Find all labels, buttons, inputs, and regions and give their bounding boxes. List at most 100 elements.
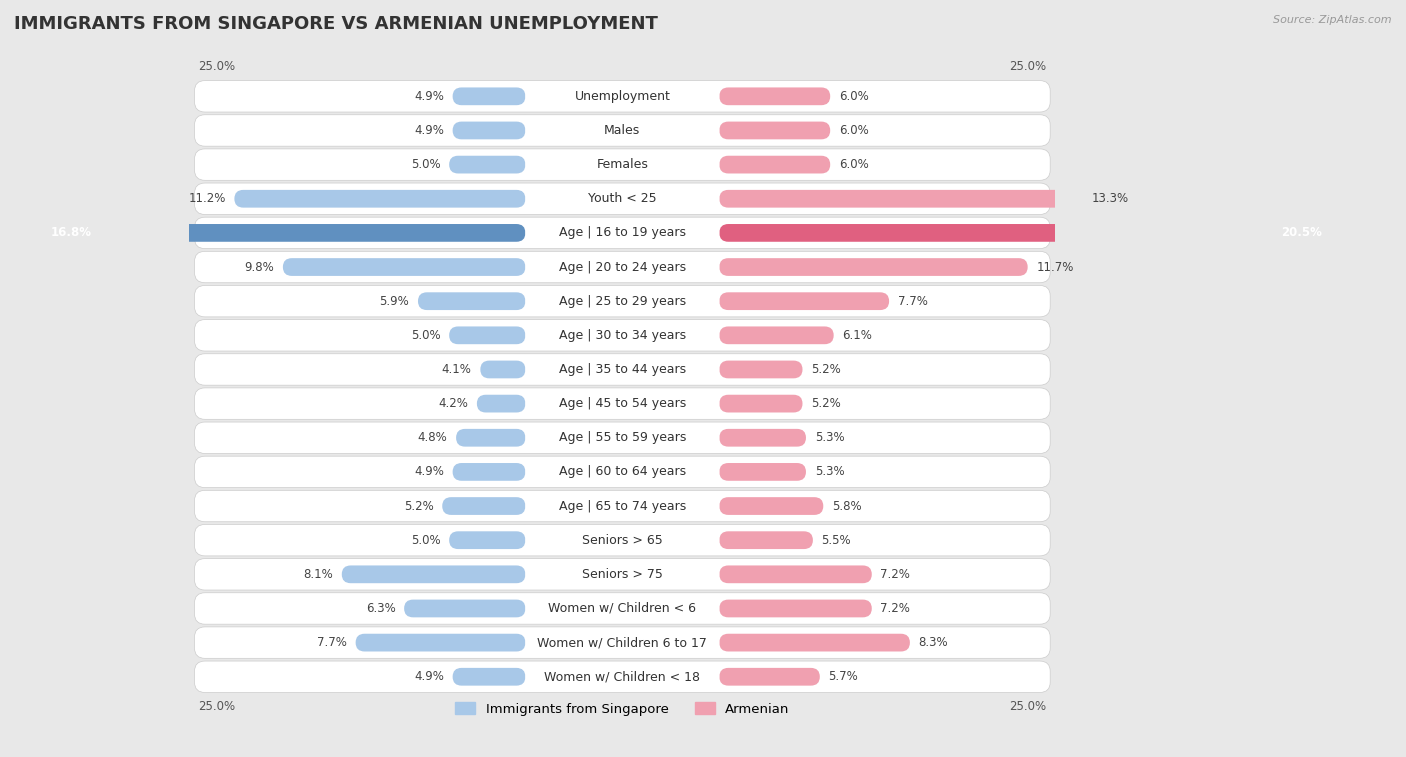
Text: Seniors > 75: Seniors > 75 <box>582 568 662 581</box>
Text: 7.7%: 7.7% <box>318 636 347 649</box>
Text: 6.0%: 6.0% <box>839 158 869 171</box>
FancyBboxPatch shape <box>283 258 526 276</box>
Text: 4.2%: 4.2% <box>439 397 468 410</box>
FancyBboxPatch shape <box>720 565 872 583</box>
FancyBboxPatch shape <box>194 183 1050 214</box>
FancyBboxPatch shape <box>453 88 526 105</box>
Text: Age | 35 to 44 years: Age | 35 to 44 years <box>558 363 686 376</box>
Text: 5.8%: 5.8% <box>832 500 862 512</box>
Text: 5.5%: 5.5% <box>821 534 851 547</box>
Text: 25.0%: 25.0% <box>1010 60 1046 73</box>
FancyBboxPatch shape <box>720 531 813 549</box>
Text: Age | 16 to 19 years: Age | 16 to 19 years <box>558 226 686 239</box>
Text: 5.2%: 5.2% <box>811 397 841 410</box>
FancyBboxPatch shape <box>194 251 1050 283</box>
Text: 16.8%: 16.8% <box>51 226 91 239</box>
Text: 7.7%: 7.7% <box>898 294 928 307</box>
FancyBboxPatch shape <box>194 217 1050 248</box>
Text: Age | 45 to 54 years: Age | 45 to 54 years <box>558 397 686 410</box>
FancyBboxPatch shape <box>194 491 1050 522</box>
FancyBboxPatch shape <box>526 360 720 378</box>
FancyBboxPatch shape <box>526 190 720 207</box>
Text: 11.2%: 11.2% <box>188 192 226 205</box>
FancyBboxPatch shape <box>526 531 720 549</box>
FancyBboxPatch shape <box>194 593 1050 625</box>
FancyBboxPatch shape <box>720 326 834 344</box>
FancyBboxPatch shape <box>194 525 1050 556</box>
Text: 4.9%: 4.9% <box>415 90 444 103</box>
Text: 6.1%: 6.1% <box>842 329 872 342</box>
FancyBboxPatch shape <box>194 285 1050 317</box>
FancyBboxPatch shape <box>194 149 1050 180</box>
Text: 6.3%: 6.3% <box>366 602 395 615</box>
FancyBboxPatch shape <box>526 156 720 173</box>
Text: 6.0%: 6.0% <box>839 124 869 137</box>
Text: Women w/ Children < 6: Women w/ Children < 6 <box>548 602 696 615</box>
FancyBboxPatch shape <box>526 668 720 686</box>
FancyBboxPatch shape <box>526 565 720 583</box>
Text: Age | 30 to 34 years: Age | 30 to 34 years <box>558 329 686 342</box>
Text: Males: Males <box>605 124 641 137</box>
Text: Females: Females <box>596 158 648 171</box>
FancyBboxPatch shape <box>194 80 1050 112</box>
FancyBboxPatch shape <box>194 388 1050 419</box>
Text: Seniors > 65: Seniors > 65 <box>582 534 662 547</box>
FancyBboxPatch shape <box>449 531 526 549</box>
FancyBboxPatch shape <box>526 88 720 105</box>
Text: 5.2%: 5.2% <box>811 363 841 376</box>
Text: 5.3%: 5.3% <box>814 431 844 444</box>
Text: 5.2%: 5.2% <box>404 500 433 512</box>
FancyBboxPatch shape <box>404 600 526 618</box>
FancyBboxPatch shape <box>526 463 720 481</box>
Text: 5.0%: 5.0% <box>411 158 440 171</box>
FancyBboxPatch shape <box>720 600 872 618</box>
Text: 7.2%: 7.2% <box>880 602 910 615</box>
Text: Unemployment: Unemployment <box>575 90 671 103</box>
FancyBboxPatch shape <box>720 668 820 686</box>
FancyBboxPatch shape <box>456 429 526 447</box>
Text: 5.9%: 5.9% <box>380 294 409 307</box>
FancyBboxPatch shape <box>720 463 806 481</box>
Text: Age | 55 to 59 years: Age | 55 to 59 years <box>558 431 686 444</box>
FancyBboxPatch shape <box>720 190 1083 207</box>
Text: 25.0%: 25.0% <box>1010 700 1046 713</box>
FancyBboxPatch shape <box>720 122 830 139</box>
Text: 8.1%: 8.1% <box>304 568 333 581</box>
Text: Age | 65 to 74 years: Age | 65 to 74 years <box>558 500 686 512</box>
Text: 5.0%: 5.0% <box>411 329 440 342</box>
Text: 11.7%: 11.7% <box>1036 260 1074 273</box>
FancyBboxPatch shape <box>720 429 806 447</box>
Text: 25.0%: 25.0% <box>198 60 235 73</box>
FancyBboxPatch shape <box>41 224 526 241</box>
FancyBboxPatch shape <box>526 497 720 515</box>
Text: 4.9%: 4.9% <box>415 466 444 478</box>
Text: 9.8%: 9.8% <box>245 260 274 273</box>
FancyBboxPatch shape <box>449 156 526 173</box>
Text: 20.5%: 20.5% <box>1281 226 1322 239</box>
FancyBboxPatch shape <box>194 354 1050 385</box>
Text: Age | 20 to 24 years: Age | 20 to 24 years <box>558 260 686 273</box>
Text: 4.8%: 4.8% <box>418 431 447 444</box>
FancyBboxPatch shape <box>194 422 1050 453</box>
FancyBboxPatch shape <box>194 559 1050 590</box>
FancyBboxPatch shape <box>526 122 720 139</box>
FancyBboxPatch shape <box>194 456 1050 488</box>
Text: Youth < 25: Youth < 25 <box>588 192 657 205</box>
Legend: Immigrants from Singapore, Armenian: Immigrants from Singapore, Armenian <box>450 697 794 721</box>
Text: Age | 60 to 64 years: Age | 60 to 64 years <box>558 466 686 478</box>
Text: 4.9%: 4.9% <box>415 670 444 684</box>
Text: 25.0%: 25.0% <box>198 700 235 713</box>
FancyBboxPatch shape <box>443 497 526 515</box>
FancyBboxPatch shape <box>526 429 720 447</box>
FancyBboxPatch shape <box>453 668 526 686</box>
Text: Women w/ Children 6 to 17: Women w/ Children 6 to 17 <box>537 636 707 649</box>
Text: 4.1%: 4.1% <box>441 363 471 376</box>
FancyBboxPatch shape <box>720 156 830 173</box>
Text: 5.0%: 5.0% <box>411 534 440 547</box>
Text: IMMIGRANTS FROM SINGAPORE VS ARMENIAN UNEMPLOYMENT: IMMIGRANTS FROM SINGAPORE VS ARMENIAN UN… <box>14 15 658 33</box>
FancyBboxPatch shape <box>477 394 526 413</box>
FancyBboxPatch shape <box>720 360 803 378</box>
FancyBboxPatch shape <box>720 258 1028 276</box>
Text: 13.3%: 13.3% <box>1092 192 1129 205</box>
FancyBboxPatch shape <box>526 600 720 618</box>
